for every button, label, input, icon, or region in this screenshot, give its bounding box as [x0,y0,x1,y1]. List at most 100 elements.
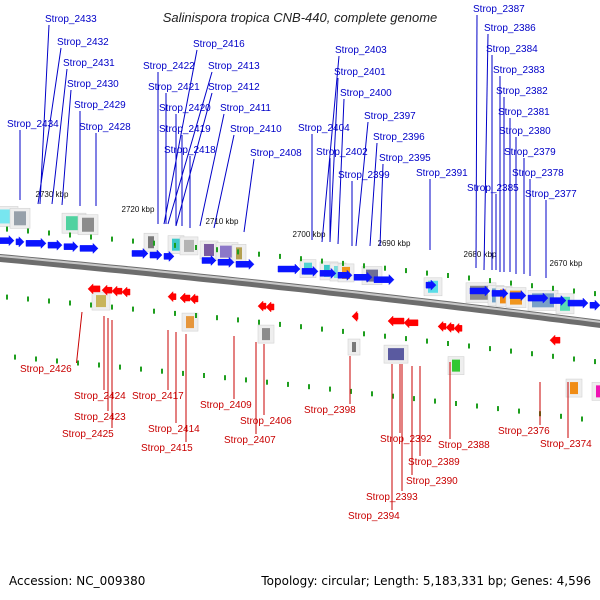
genome-backbone [0,253,600,328]
gene-label: Strop_2380 [499,126,551,137]
tick-mark [371,391,373,397]
gene-label: Strop_2432 [57,37,109,48]
tick-mark [266,379,268,385]
gene-arrow-forward [373,274,395,286]
gene-label: Strop_2379 [504,147,556,158]
leader-line [51,68,68,205]
gene-arrows [0,235,600,346]
gene-label: Strop_2431 [63,58,115,69]
tick-mark [581,416,583,422]
map-title: Salinispora tropica CNB-440, complete ge… [163,10,438,25]
tick-mark [98,362,100,368]
tick-mark [132,238,134,244]
feature-box [388,348,404,361]
gene-arrow-forward [149,249,163,261]
gene-label: Strop_2420 [159,103,211,114]
tick-mark [258,251,260,257]
gene-arrow-reverse [351,310,359,322]
gene-arrow-forward [217,256,235,268]
gene-label: Strop_2394 [348,511,400,522]
feature-box [96,295,106,308]
tick-mark [510,280,512,286]
gene-arrow-forward [63,241,79,253]
gene-label: Strop_2403 [335,45,387,56]
tick-mark [48,298,50,304]
gene-label: Strop_2422 [143,61,195,72]
gene-arrow-reverse [387,315,405,327]
tick-mark [342,260,344,266]
gene-label: Strop_2410 [230,124,282,135]
tick-mark [308,384,310,390]
gene-arrow-reverse [167,291,177,303]
tick-mark [329,386,331,392]
gene-label: Strop_2415 [141,443,193,454]
leader-line [199,113,225,227]
leader-line [243,158,255,233]
feature-box [14,211,26,226]
tick-mark [174,242,176,248]
tick-mark [69,232,71,238]
backbone-highlight [0,254,600,323]
gene-arrow-forward [469,285,491,297]
tick-mark [35,356,37,362]
gene-label: Strop_2388 [438,440,490,451]
tick-mark [552,285,554,291]
gene-label: Strop_2413 [208,61,260,72]
gene-label: Strop_2382 [496,86,548,97]
gene-label: Strop_2423 [74,412,126,423]
leader-line [61,89,72,206]
gene-label: Strop_2390 [406,476,458,487]
gene-label: Strop_2409 [200,400,252,411]
gene-label: Strop_2387 [473,4,525,15]
tick-mark [413,396,415,402]
gene-label: Strop_2411 [220,103,271,114]
gene-label: Strop_2400 [340,88,392,99]
scale-label: 2710 kbp [206,217,239,226]
tick-mark [6,294,8,300]
tick-mark [476,403,478,409]
feature-box [204,243,214,256]
gene-label: Strop_2419 [159,124,211,135]
tick-mark [489,278,491,284]
tick-mark [531,351,533,357]
gene-label: Strop_2376 [498,426,550,437]
tick-mark [111,236,113,242]
gene-arrow-forward [567,297,589,309]
feature-box [186,316,194,329]
tick-mark [182,370,184,376]
leader-line [76,311,83,364]
leader-line [475,14,478,269]
feature-box [596,385,600,398]
tick-mark [455,401,457,406]
gene-arrow-forward [589,299,600,311]
gene-arrow-forward [301,265,319,277]
gene-arrow-forward [235,258,255,270]
gene-label: Strop_2391 [416,168,468,179]
tick-mark [195,245,197,250]
gene-label: Strop_2407 [224,435,276,446]
leader-line [321,55,340,243]
tick-mark [531,283,533,289]
tick-mark [6,226,8,232]
scale-label: 2680 kbp [464,250,497,259]
gene-arrow-reverse [87,283,101,295]
gene-arrow-forward [549,294,567,307]
tick-mark [405,336,407,342]
tick-mark [195,313,197,318]
gene-label: Strop_2374 [540,439,592,450]
tick-mark [203,373,205,378]
gene-label: Strop_2383 [493,65,545,76]
scale-label: 2670 kbp [550,259,583,268]
gene-label: Strop_2396 [373,132,425,143]
tick-mark [174,310,176,316]
tick-mark [342,328,344,334]
tick-mark [434,398,436,404]
leader-line [369,142,378,247]
tick-mark [14,354,16,360]
tick-mark [392,393,394,399]
gene-arrow-reverse [257,300,267,312]
gene-label: Strop_2408 [250,148,302,159]
tick-mark [153,308,155,314]
gene-arrow-reverse [445,321,455,333]
tick-mark [573,288,575,294]
